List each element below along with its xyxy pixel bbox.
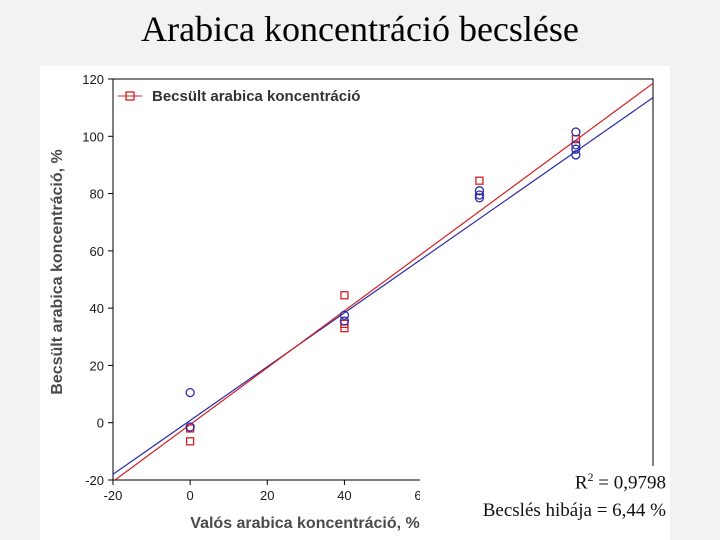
data-point-circle [474, 190, 485, 200]
estimation-error-text: Becslés hibája = 6,44 % [482, 500, 666, 521]
data-point-circle [571, 127, 581, 137]
data-point-circle [339, 316, 350, 326]
x-tick-label: 20 [260, 488, 274, 503]
y-tick-label: 40 [90, 301, 104, 316]
plot-border [112, 78, 654, 481]
y-tick-label: 0 [97, 416, 104, 431]
data-point-circle [474, 193, 485, 203]
fit-lines-layer [113, 82, 653, 480]
x-tick-label: -20 [104, 488, 123, 503]
r-squared-text: R2 = 0,9798 [574, 470, 666, 494]
x-tick-label: 40 [337, 488, 351, 503]
data-point-circle [571, 144, 581, 154]
data-point-circle [571, 150, 581, 160]
stats-box: R2 = 0,9798 Becslés hibája = 6,44 % [420, 466, 670, 528]
slide-title: Arabica koncentráció becslése [141, 9, 579, 49]
x-tick-label: 0 [187, 488, 194, 503]
data-point-circle [571, 140, 581, 150]
data-point-square [340, 324, 349, 333]
legend-label: Becsült arabica koncentráció [152, 88, 360, 105]
data-point-square [340, 291, 349, 300]
fit-line-red [113, 82, 653, 480]
data-point-square [475, 176, 484, 185]
x-axis-title: Valós arabica koncentráció, % [190, 515, 419, 532]
data-point-circle [185, 387, 195, 398]
y-axis-title: Becsült arabica koncentráció, % [49, 149, 66, 394]
y-tick-label: 80 [90, 187, 104, 202]
legend: Becsült arabica koncentráció [118, 88, 360, 105]
data-point-square [185, 437, 195, 446]
y-tick-label: 60 [90, 244, 104, 259]
data-point-circle [474, 186, 485, 196]
y-tick-label: 20 [90, 358, 104, 373]
y-tick-label: 100 [82, 129, 104, 144]
data-point-circle [339, 310, 350, 320]
y-tick-label: -20 [85, 473, 104, 488]
points-layer [185, 127, 581, 446]
y-tick-label: 120 [82, 72, 104, 87]
fit-line-blue [113, 97, 653, 475]
data-point-circle [185, 422, 195, 432]
